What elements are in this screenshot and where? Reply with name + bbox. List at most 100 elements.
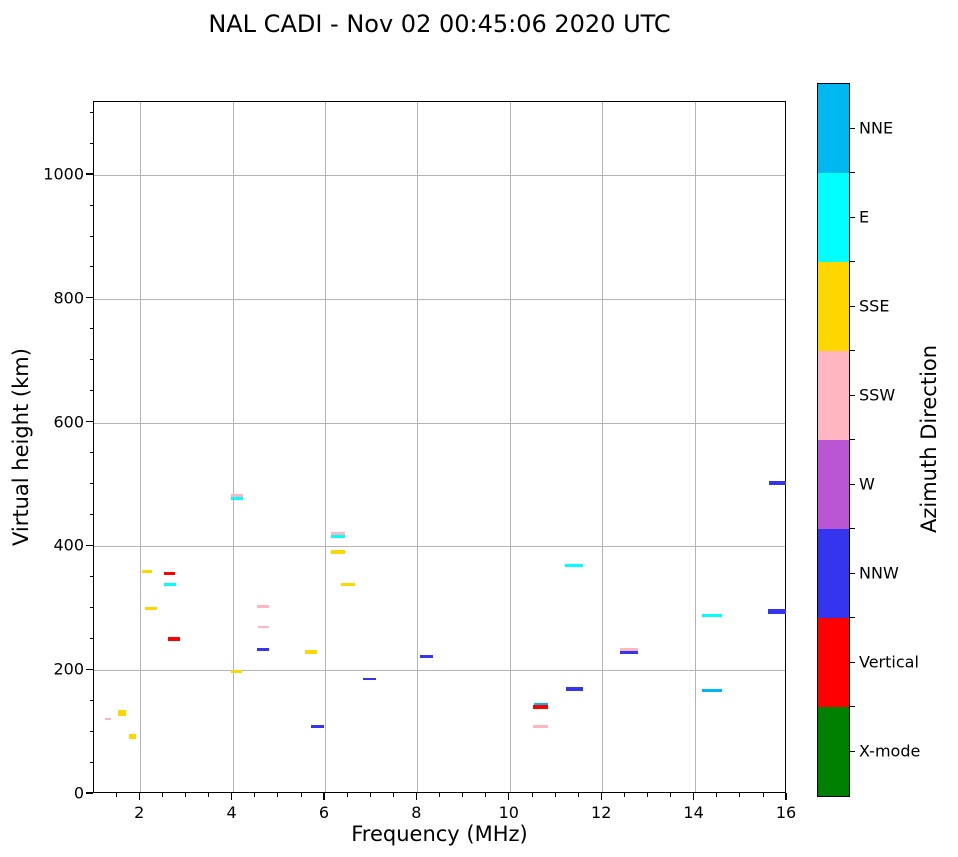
colorbar-tick [850,528,855,530]
data-point-ssw [104,717,111,720]
data-point-nnw [768,481,786,485]
y-minor-tick [89,483,93,484]
data-point-nnw [257,647,269,652]
y-gridline [94,175,785,177]
y-tick-label: 0 [73,783,84,803]
x-minor-tick [161,793,163,797]
x-minor-tick [531,793,533,797]
x-minor-tick [739,793,741,797]
colorbar-label-vertical: Vertical [859,652,919,671]
x-minor-tick [300,793,302,797]
colorbar-segment-x-mode [818,707,849,796]
x-minor-tick [762,793,764,797]
colorbar-label-w: W [859,474,875,493]
data-point-sse [331,550,346,554]
y-minor-tick [89,761,93,763]
colorbar-tick [850,172,855,174]
data-point-nne [533,702,548,706]
colorbar-axis-label: Azimuth Direction [917,344,941,534]
data-point-nnw [768,609,786,614]
x-minor-tick [208,793,209,797]
data-point-ssw [619,647,639,651]
y-minor-tick [89,699,93,701]
y-tick-label: 800 [53,288,84,308]
colorbar-tick [850,350,855,352]
x-minor-tick [369,793,371,797]
x-major-tick [600,793,602,800]
x-gridline [232,102,234,792]
y-major-tick [86,173,93,175]
y-gridline [94,546,785,548]
data-point-ssw [331,532,346,536]
y-minor-tick [89,637,93,639]
x-gridline [140,102,142,792]
data-point-ssw [257,604,269,608]
colorbar-tick [850,394,855,396]
data-point-ssw [257,625,269,629]
x-gridline [694,102,696,792]
y-minor-tick [89,235,93,237]
data-point-sse [341,582,355,587]
y-tick-label: 600 [53,412,84,432]
data-point-sse [129,733,137,739]
x-minor-tick [254,793,256,797]
y-minor-tick [89,111,93,113]
y-tick-label: 1000 [43,164,84,184]
y-gridline [94,670,785,672]
colorbar-segment-nnw [818,529,849,618]
data-point-ssw [533,725,549,729]
data-point-nnw [619,650,639,655]
colorbar-segment-vertical [818,618,849,707]
colorbar-tick [850,617,855,619]
data-point-nnw [311,724,324,728]
x-minor-tick [577,793,579,797]
y-major-tick [86,544,93,546]
data-point-sse [230,669,242,674]
x-major-tick [323,793,325,800]
y-tick-label: 200 [53,659,84,679]
colorbar-tick [850,305,855,307]
x-minor-tick [485,793,487,797]
data-point-e [701,613,723,617]
x-minor-tick [716,793,718,797]
y-major-tick [86,297,93,299]
data-point-vertical [164,571,176,576]
y-axis-label: Virtual height (km) [9,348,33,546]
data-point-nnw [362,677,376,681]
chart-title: NAL CADI - Nov 02 00:45:06 2020 UTC [208,10,671,38]
data-point-e [163,582,176,586]
data-point-sse [118,709,127,716]
x-minor-tick [623,793,625,797]
y-minor-tick [89,606,93,608]
colorbar-label-nne: NNE [859,118,894,137]
x-minor-tick [554,793,556,797]
y-minor-tick [89,204,93,206]
y-minor-tick [89,575,93,577]
data-point-sse [142,569,152,574]
x-tick-label: 14 [683,803,704,822]
colorbar-tick [850,706,855,708]
x-major-tick [138,793,140,800]
y-major-tick [86,668,93,670]
colorbar-segment-nne [818,84,849,173]
x-minor-tick [670,793,671,797]
data-point-nne [701,688,723,692]
colorbar-tick [850,439,855,441]
colorbar-label-sse: SSE [859,296,890,315]
x-axis-label: Frequency (MHz) [351,822,528,846]
x-minor-tick [647,793,648,797]
colorbar-tick [850,216,855,218]
data-point-e [230,496,243,500]
colorbar-segment-sse [818,262,849,351]
x-minor-tick [392,793,394,797]
y-tick-label: 400 [53,535,84,555]
y-minor-tick [89,730,93,732]
colorbar-label-x-mode: X-mode [859,741,921,760]
colorbar-tick [850,483,855,485]
colorbar-segment-w [818,440,849,529]
x-minor-tick [185,793,186,797]
y-minor-tick [89,266,93,268]
x-minor-tick [277,793,279,797]
colorbar-tick [850,127,855,129]
